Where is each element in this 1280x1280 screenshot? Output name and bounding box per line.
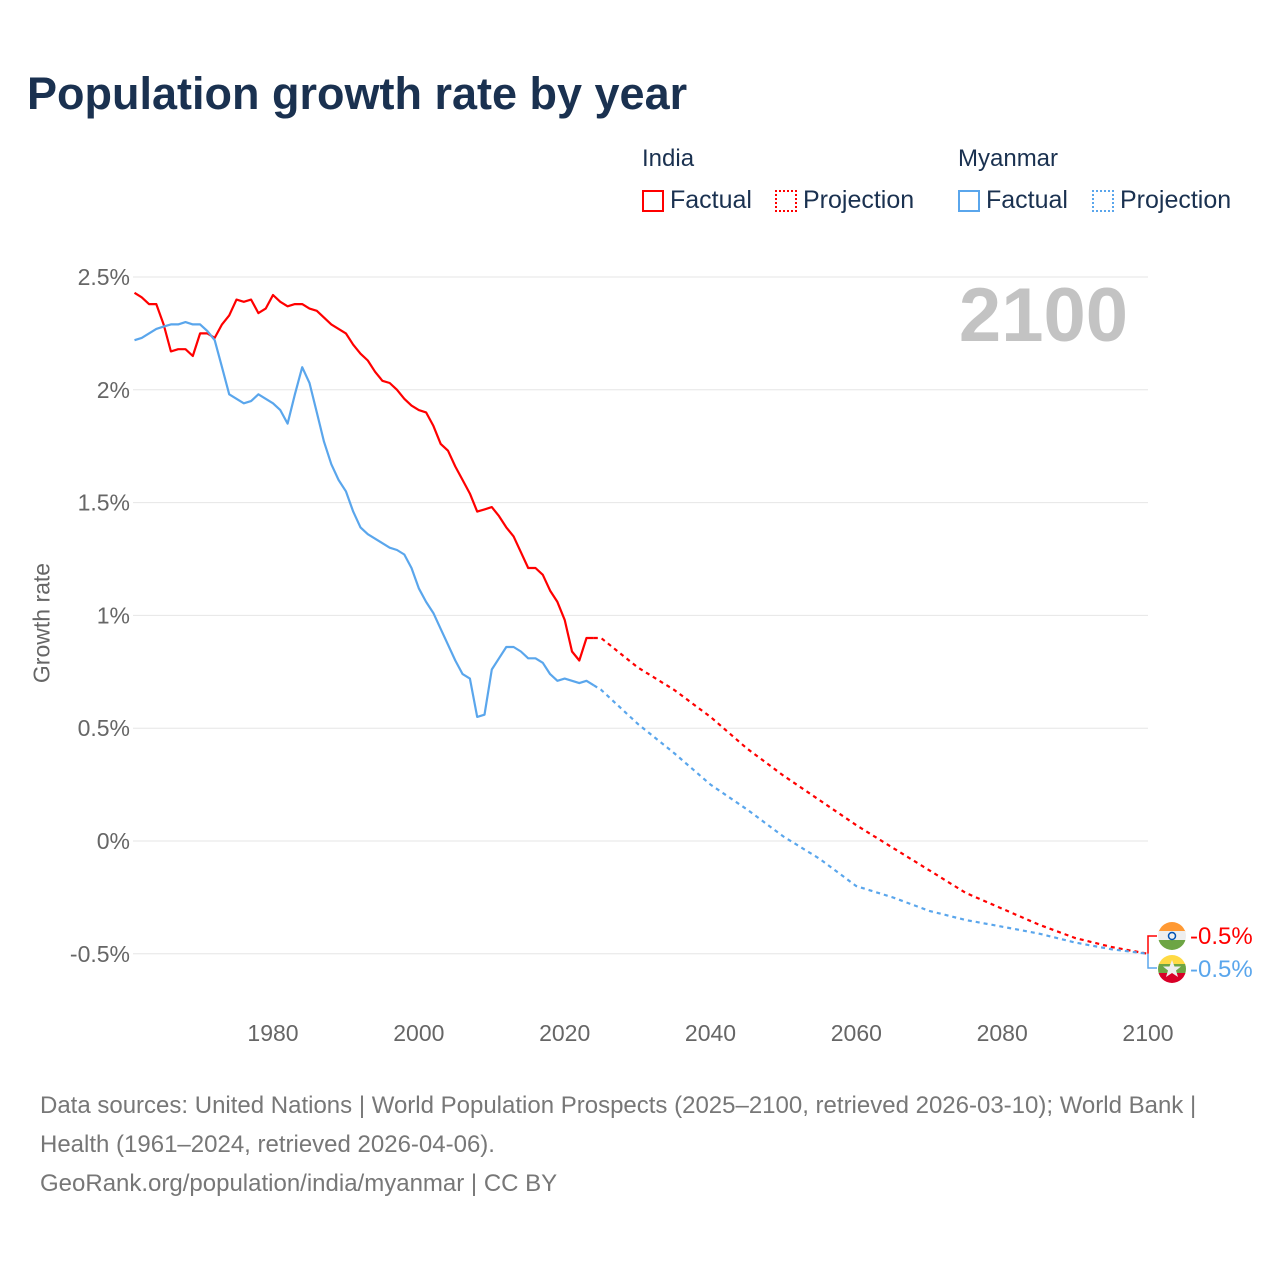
legend-myanmar-factual[interactable]: Factual xyxy=(958,186,1068,215)
legend-myanmar-projection[interactable]: Projection xyxy=(1092,186,1231,215)
series-line-myanmar-factual xyxy=(134,321,595,719)
x-tick-label: 2020 xyxy=(539,1020,590,1046)
legend-group-india: India xyxy=(642,145,695,172)
legend-swatch-dotted xyxy=(1092,189,1114,212)
connector-myanmar xyxy=(1147,953,1157,969)
legend-label: Projection xyxy=(1120,186,1232,214)
x-tick-label: 2060 xyxy=(831,1020,882,1046)
x-tick-label: 2000 xyxy=(393,1020,444,1046)
y-tick-label: -0.5% xyxy=(70,941,130,967)
x-tick-label: 2100 xyxy=(1122,1020,1173,1046)
x-tick-label: 2080 xyxy=(977,1020,1028,1046)
legend-swatch-solid xyxy=(958,189,980,212)
legend-label: Projection xyxy=(803,186,915,214)
y-tick-label: 0% xyxy=(97,828,130,854)
y-tick-label: 1.5% xyxy=(78,490,130,516)
legend-label: Factual xyxy=(986,186,1068,214)
end-label-myanmar: -0.5% xyxy=(1190,956,1253,983)
x-tick-label: 2040 xyxy=(685,1020,736,1046)
legend-india-projection[interactable]: Projection xyxy=(775,186,914,215)
myanmar-flag-icon xyxy=(1158,955,1186,983)
x-tick-label: 1980 xyxy=(247,1020,298,1046)
series-line-india-projection xyxy=(593,636,1149,955)
y-tick-label: 2% xyxy=(97,377,130,403)
footer-sources: Data sources: United Nations | World Pop… xyxy=(40,1092,1197,1158)
footer-link[interactable]: GeoRank.org/population/india/myanmar | C… xyxy=(40,1170,558,1197)
legend-group-myanmar: Myanmar xyxy=(958,145,1059,172)
legend-swatch-solid xyxy=(642,189,664,212)
connector-india xyxy=(1147,935,1157,954)
legend-swatch-dotted xyxy=(775,189,797,212)
legend-label: Factual xyxy=(670,186,752,214)
y-tick-label: 0.5% xyxy=(78,715,130,741)
india-flag-icon xyxy=(1158,922,1186,950)
series-line-india-factual xyxy=(133,291,594,662)
series-line-myanmar-projection xyxy=(593,684,1149,955)
chart-title: Population growth rate by year xyxy=(27,68,688,119)
end-label-india: -0.5% xyxy=(1190,923,1253,950)
year-indicator: 2100 xyxy=(958,273,1128,358)
y-tick-label: 2.5% xyxy=(78,264,130,290)
legend-india-factual[interactable]: Factual xyxy=(642,186,752,215)
y-tick-label: 1% xyxy=(97,602,130,628)
